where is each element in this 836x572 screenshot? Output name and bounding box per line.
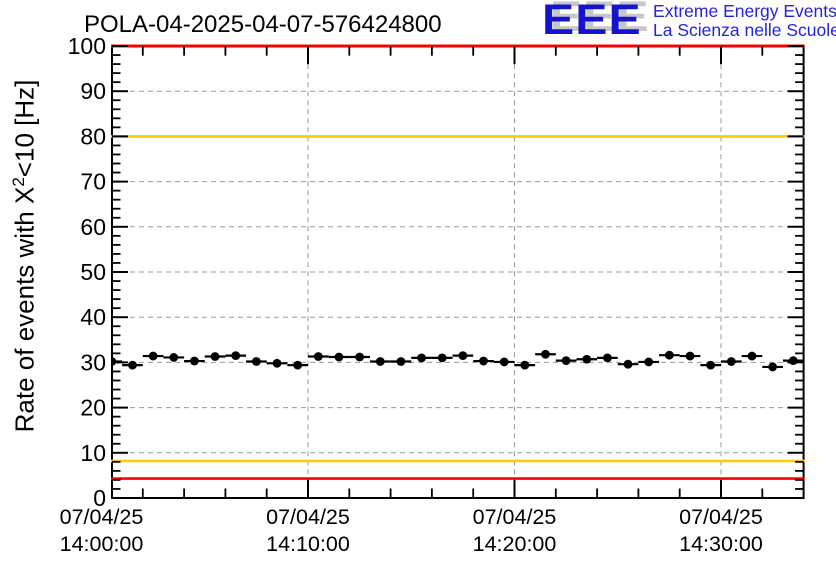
data-point — [128, 360, 137, 370]
data-point — [541, 349, 550, 359]
data-point — [747, 351, 757, 361]
data-point — [706, 360, 716, 370]
threshold-lines — [111, 44, 805, 480]
gridlines — [112, 46, 804, 498]
data-point — [293, 360, 303, 370]
eee-logo-line1: Extreme Energy Events — [653, 1, 836, 21]
y-tick-label-20: 20 — [80, 395, 106, 421]
data-point — [479, 356, 488, 366]
data-point — [768, 362, 778, 372]
y-tick-label-0: 0 — [93, 485, 106, 511]
data-point — [458, 351, 468, 361]
data-point — [561, 356, 571, 365]
data-point — [499, 357, 509, 367]
eee-logo-acronym: EEE — [542, 0, 642, 44]
y-tick-label-80: 80 — [80, 123, 106, 149]
y-tick-label-50: 50 — [80, 259, 106, 285]
data-point — [623, 359, 633, 369]
data-point — [169, 353, 179, 362]
data-point — [788, 356, 798, 365]
data-point — [272, 358, 282, 368]
y-tick-label-60: 60 — [80, 214, 106, 240]
y-tick-label-100: 100 — [68, 33, 106, 59]
y-tick-label-90: 90 — [80, 78, 106, 104]
data-point — [396, 357, 406, 366]
data-series-rate — [112, 349, 804, 372]
data-point — [112, 357, 117, 366]
y-tick-labels: 0 10 20 30 40 50 60 70 80 90 100 — [68, 33, 106, 511]
data-point — [313, 352, 323, 361]
data-point — [231, 351, 241, 361]
axis-ticks — [112, 45, 804, 499]
data-point — [334, 352, 344, 362]
eee-logo-line2: La Scienza nelle Scuole — [653, 20, 836, 40]
data-point — [685, 351, 695, 361]
data-point — [664, 350, 674, 360]
y-tick-label-30: 30 — [80, 349, 106, 375]
y-tick-label-10: 10 — [80, 440, 106, 466]
data-point — [417, 353, 426, 363]
data-point — [148, 351, 158, 361]
x-tick-label: 07/04/25 14:30:00 — [679, 505, 763, 556]
x-tick-label: 07/04/25 14:00:00 — [60, 505, 144, 556]
data-point — [251, 357, 261, 366]
data-point — [603, 353, 612, 363]
data-point — [582, 354, 592, 364]
x-tick-label: 07/04/25 14:20:00 — [473, 505, 557, 556]
x-tick-label: 07/04/25 14:10:00 — [266, 505, 350, 556]
data-point — [520, 360, 530, 370]
eee-logo: EEE Extreme Energy Events La Scienza nel… — [542, 0, 836, 44]
data-point — [210, 352, 220, 361]
y-tick-label-70: 70 — [80, 169, 106, 195]
data-point — [375, 357, 385, 366]
data-point — [437, 353, 447, 363]
data-point — [644, 357, 654, 367]
data-point — [190, 356, 199, 366]
data-point — [355, 352, 365, 362]
chart-title: POLA-04-2025-04-07-576424800 — [84, 11, 442, 38]
data-point — [726, 357, 736, 366]
eee-logo-text: Extreme Energy Events La Scienza nelle S… — [653, 0, 836, 40]
y-tick-label-40: 40 — [80, 304, 106, 330]
x-tick-labels: 07/04/25 14:00:00 07/04/25 14:10:00 07/04/25… — [60, 505, 763, 556]
